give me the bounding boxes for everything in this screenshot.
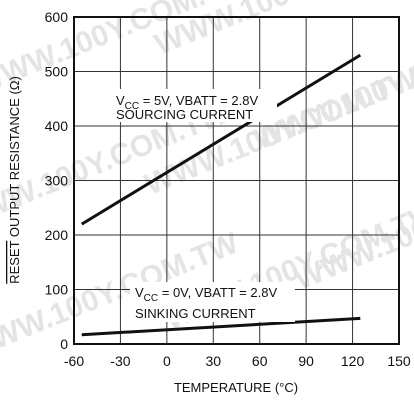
y-tick-label: 300 — [45, 173, 69, 189]
annotation-sourcing-background — [112, 89, 277, 122]
y-axis-title-overlined: RESET — [7, 240, 22, 283]
annotation-sourcing-label: SOURCING CURRENT — [116, 107, 253, 122]
x-tick-label: 60 — [252, 353, 268, 369]
y-tick-label: 200 — [45, 227, 69, 243]
y-tick-label: 600 — [45, 9, 69, 25]
x-tick-label: 30 — [205, 353, 221, 369]
y-axis-title: RESET OUTPUT RESISTANCE (Ω) — [7, 76, 22, 284]
x-axis-ticks: -60 -30 0 30 60 90 120 150 — [64, 353, 411, 369]
x-tick-label: 0 — [163, 353, 171, 369]
y-axis-title-rest: OUTPUT RESISTANCE (Ω) — [7, 76, 22, 241]
x-axis-title: TEMPERATURE (°C) — [174, 380, 298, 395]
y-tick-label: 400 — [45, 118, 69, 134]
series-line-sourcing — [80, 53, 362, 226]
plot-frame — [73, 16, 400, 345]
annotation-sourcing-condition: VCC = 5V, VBATT = 2.8V — [116, 93, 258, 112]
y-tick-label: 500 — [45, 64, 69, 80]
y-axis-ticks: 0 100 200 300 400 500 600 — [45, 9, 69, 352]
annotation-sinking-background — [130, 282, 295, 322]
x-tick-label: 150 — [387, 353, 411, 369]
annotation-sinking-condition: VCC = 0V, VBATT = 2.8V — [135, 285, 277, 304]
series-lines — [80, 53, 362, 337]
watermark-text: WWW.100Y.COM.TW — [250, 16, 414, 156]
annotation-sinking-label: SINKING CURRENT — [135, 306, 256, 321]
x-tick-label: 120 — [341, 353, 365, 369]
x-tick-label: -30 — [110, 353, 130, 369]
x-tick-label: 90 — [298, 353, 314, 369]
series-line-sinking — [81, 316, 361, 337]
y-tick-label: 0 — [60, 336, 68, 352]
y-tick-label: 100 — [45, 282, 69, 298]
x-tick-label: -60 — [64, 353, 84, 369]
